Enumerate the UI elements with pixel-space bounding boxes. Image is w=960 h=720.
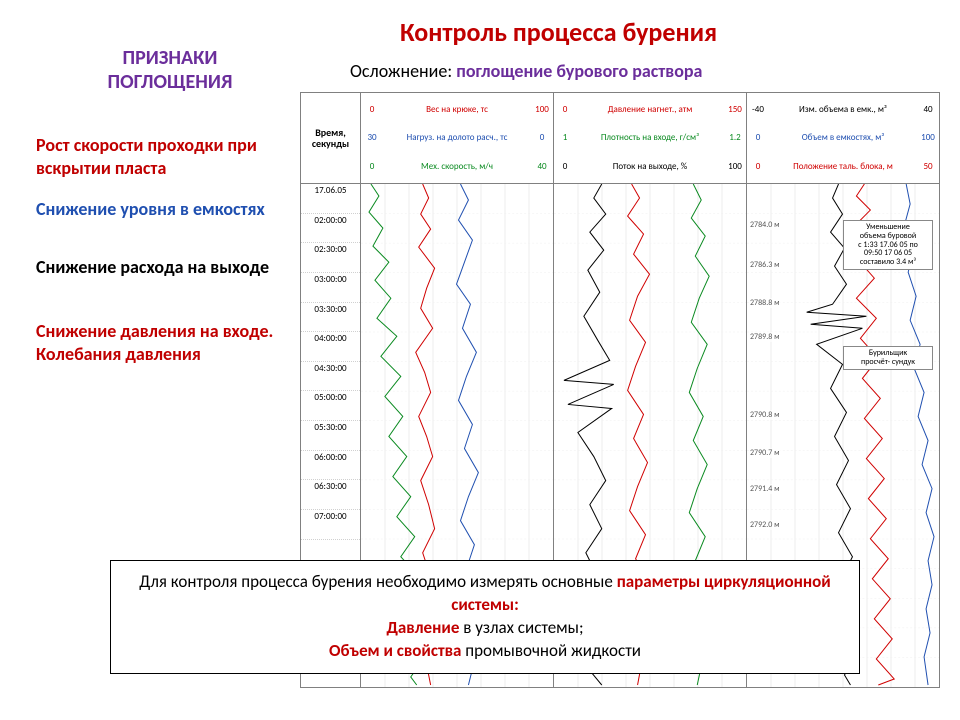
sign-item: Снижение уровня в емкостях bbox=[36, 198, 276, 221]
summary-box: Для контроля процесса бурения необходимо… bbox=[110, 560, 860, 674]
subtitle: Осложнение: поглощение бурового раствора bbox=[350, 60, 702, 82]
curve-header: 0Поток на выходе, %100 bbox=[556, 162, 744, 171]
sign-item: Снижение давления на входе. Колебания да… bbox=[36, 320, 276, 365]
time-tick: 03:00:00 bbox=[301, 273, 360, 303]
track-3-header: -40Изм. объема в емк., м³40 0Объем в емко… bbox=[747, 93, 939, 183]
curve-header: 1Плотность на входе, г/см³1.2 bbox=[556, 133, 744, 142]
summary-param2-rest: промывочной жидкости bbox=[461, 640, 641, 661]
track-1-header: 0Вес на крюке, тс100 30Нагруз. на долото … bbox=[361, 93, 554, 183]
sign-item: Рост скорости проходки при вскрытии плас… bbox=[36, 134, 276, 179]
time-tick: 05:00:00 bbox=[301, 391, 360, 421]
time-tick: 04:30:00 bbox=[301, 362, 360, 392]
depth-label: 2788.8 м bbox=[749, 298, 781, 308]
time-axis-header: Время, секунды bbox=[301, 93, 361, 183]
time-tick: 06:00:00 bbox=[301, 451, 360, 481]
curve-header: 0Объем в емкостях, м³100 bbox=[749, 133, 937, 142]
summary-param2-hl: Объем и свойства bbox=[329, 640, 461, 661]
curve-header: -40Изм. объема в емк., м³40 bbox=[749, 105, 937, 114]
signs-heading: ПРИЗНАКИ ПОГЛОЩЕНИЯ bbox=[60, 46, 280, 94]
depth-label: 2791.4 м bbox=[749, 484, 781, 494]
curve-header: 30Нагруз. на долото расч., тс0 bbox=[363, 133, 551, 142]
time-tick: 02:30:00 bbox=[301, 243, 360, 273]
time-tick: 17.06.05 bbox=[301, 184, 360, 214]
page: Контроль процесса бурения Осложнение: по… bbox=[0, 0, 960, 720]
curve-header: 0Положение таль. блока, м50 bbox=[749, 162, 937, 171]
summary-param1-hl: Давление bbox=[386, 617, 459, 638]
depth-label: 2790.7 м bbox=[749, 448, 781, 458]
subtitle-complication: поглощение бурового раствора bbox=[456, 60, 702, 82]
time-tick: 04:00:00 bbox=[301, 332, 360, 362]
depth-label: 2790.8 м bbox=[749, 410, 781, 420]
curve-header: 0Мех. скорость, м/ч40 bbox=[363, 162, 551, 171]
subtitle-lead: Осложнение: bbox=[350, 60, 456, 82]
depth-label: 2792.0 м bbox=[749, 520, 781, 530]
time-tick: 05:30:00 bbox=[301, 421, 360, 451]
time-header-line2: секунды bbox=[312, 138, 349, 149]
time-tick: 02:00:00 bbox=[301, 214, 360, 244]
main-title: Контроль процесса бурения bbox=[400, 16, 717, 48]
depth-label: 2789.8 м bbox=[749, 332, 781, 342]
time-tick: 03:30:00 bbox=[301, 303, 360, 333]
chart-annotation: Уменьшениеобъема буровойс 1:33 17.06 05 … bbox=[843, 220, 933, 270]
time-tick: 07:00:00 bbox=[301, 510, 360, 540]
curve-header: 0Вес на крюке, тс100 bbox=[363, 105, 551, 114]
track-2-header: 0Давление нагнет., атм150 1Плотность на в… bbox=[554, 93, 747, 183]
curve-header: 0Давление нагнет., атм150 bbox=[556, 105, 744, 114]
summary-param1-rest: в узлах системы; bbox=[459, 617, 583, 638]
sign-item: Снижение расхода на выходе bbox=[36, 256, 276, 279]
time-tick: 06:30:00 bbox=[301, 480, 360, 510]
depth-label: 2784.0 м bbox=[749, 220, 781, 230]
tracks-header-row: Время, секунды 0Вес на крюке, тс100 30Наг… bbox=[300, 92, 940, 184]
chart-annotation: Бурильщикпросчёт- сундук bbox=[843, 346, 933, 370]
summary-line1a: Для контроля процесса бурения необходимо… bbox=[139, 571, 616, 592]
depth-label: 2786.3 м bbox=[749, 260, 781, 270]
